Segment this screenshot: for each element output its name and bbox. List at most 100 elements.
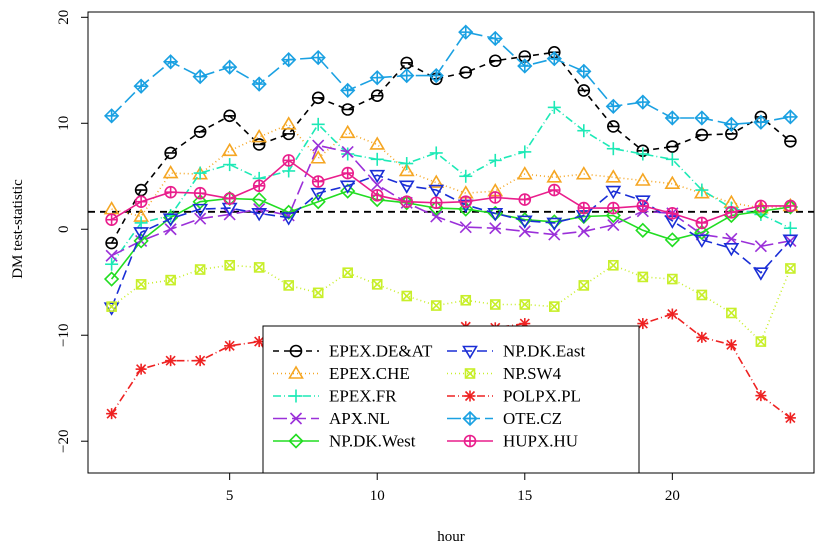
data-point-epex-fr [193, 166, 207, 180]
axes: 5 10 15 20 −20 −10 0 10 20 [56, 10, 815, 504]
data-point-np-sw4 [548, 301, 560, 312]
series-np-sw4 [106, 259, 796, 347]
x-tick-label: 5 [226, 488, 234, 504]
data-point-np-dk-west [605, 207, 621, 224]
data-point-np-dk-east [605, 185, 622, 200]
data-point-np-dk-east [487, 208, 504, 222]
data-point-np-dk-west [192, 194, 208, 210]
data-point-polpx-pl [696, 331, 708, 343]
data-point-np-sw4 [342, 267, 354, 279]
data-point-np-dk-east [782, 234, 799, 248]
data-point-np-sw4 [726, 307, 737, 319]
data-point-apx-nl [341, 145, 354, 158]
data-point-np-sw4 [135, 279, 147, 290]
data-point-ote-cz [605, 98, 621, 114]
data-point-np-dk-east [162, 213, 179, 227]
data-point-np-sw4 [371, 279, 383, 290]
data-point-np-dk-east [339, 180, 356, 194]
data-point-np-dk-west [340, 183, 356, 199]
x-tick-label: 20 [665, 488, 680, 504]
legend-entry: OTE.CZ [447, 409, 562, 428]
data-point-epex-de-at [282, 127, 295, 141]
data-point-epex-fr [105, 257, 119, 271]
data-point-hupx-hu [754, 199, 768, 213]
data-point-epex-che [634, 172, 651, 186]
data-point-np-sw4 [165, 274, 176, 286]
series-line-ote-cz [111, 31, 791, 126]
data-point-ote-cz [399, 67, 415, 84]
data-point-np-dk-west [133, 233, 149, 249]
data-point-epex-che [664, 175, 681, 189]
data-point-np-dk-west [782, 199, 799, 215]
data-point-polpx-pl [135, 363, 147, 375]
series-line-np-dk-east [110, 174, 791, 308]
data-point-polpx-pl [666, 308, 678, 320]
data-point-epex-de-at [223, 109, 236, 123]
x-tick-label: 10 [370, 488, 385, 504]
data-point-np-dk-west [251, 191, 267, 208]
data-point-hupx-hu [607, 201, 620, 215]
data-point-hupx-hu [577, 201, 591, 215]
data-point-polpx-pl [784, 412, 796, 424]
data-point-apx-nl [430, 210, 443, 223]
series-layer [103, 24, 799, 424]
data-point-np-sw4 [194, 264, 206, 275]
data-point-apx-nl [105, 249, 118, 262]
series-ote-cz [103, 24, 799, 132]
data-point-epex-fr [547, 100, 561, 114]
data-point-hupx-hu [134, 195, 148, 208]
data-point-epex-che [546, 169, 563, 183]
data-point-apx-nl [312, 139, 325, 152]
data-point-np-dk-east [398, 180, 415, 194]
data-point-np-dk-west [458, 201, 474, 217]
data-point-epex-de-at [577, 84, 591, 97]
data-point-np-sw4 [578, 280, 590, 291]
data-point-epex-de-at [459, 66, 473, 79]
data-point-np-sw4 [312, 287, 324, 299]
data-point-hupx-hu [400, 195, 414, 208]
data-point-polpx-pl [165, 355, 177, 367]
data-point-ote-cz [458, 24, 474, 40]
data-point-hupx-hu [370, 189, 384, 202]
data-point-np-dk-east [546, 217, 563, 231]
data-point-np-dk-east [752, 267, 769, 281]
data-point-np-dk-west [664, 232, 680, 248]
data-point-ote-cz [517, 58, 533, 74]
data-point-ote-cz [576, 63, 592, 79]
data-point-epex-fr [370, 152, 384, 166]
data-point-epex-fr [459, 169, 473, 183]
data-point-hupx-hu [695, 216, 709, 230]
legend-marker [289, 344, 303, 358]
data-point-np-dk-east [369, 169, 386, 184]
data-point-np-sw4 [224, 259, 235, 271]
data-point-hupx-hu [105, 213, 118, 227]
data-point-epex-che [605, 169, 622, 183]
data-point-polpx-pl [224, 340, 236, 352]
series-line-epex-fr [110, 106, 791, 265]
data-point-epex-che [428, 174, 445, 188]
legend-marker [289, 389, 303, 403]
legend-label: EPEX.CHE [329, 364, 410, 383]
data-point-hupx-hu [725, 205, 738, 219]
data-point-epex-che [221, 142, 238, 157]
legend-label: NP.SW4 [503, 364, 562, 383]
legend-label: EPEX.FR [329, 387, 397, 406]
data-point-epex-de-at [252, 138, 266, 151]
series-line-epex-de-at [110, 51, 791, 244]
legend-entry: EPEX.CHE [273, 364, 410, 383]
data-point-np-dk-west [310, 194, 326, 210]
data-point-np-dk-east [693, 234, 710, 248]
data-point-ote-cz [723, 116, 739, 132]
data-point-np-dk-east [310, 187, 327, 202]
data-point-epex-fr [429, 146, 443, 160]
data-point-epex-che [693, 185, 710, 199]
data-point-epex-de-at [666, 140, 679, 153]
data-point-ote-cz [753, 114, 769, 130]
legend-label: OTE.CZ [503, 409, 562, 428]
legend-marker [462, 410, 478, 427]
legend-marker [289, 412, 303, 425]
data-point-epex-che [310, 150, 327, 164]
legend-entry: EPEX.FR [273, 387, 397, 406]
data-point-ote-cz [428, 67, 444, 84]
